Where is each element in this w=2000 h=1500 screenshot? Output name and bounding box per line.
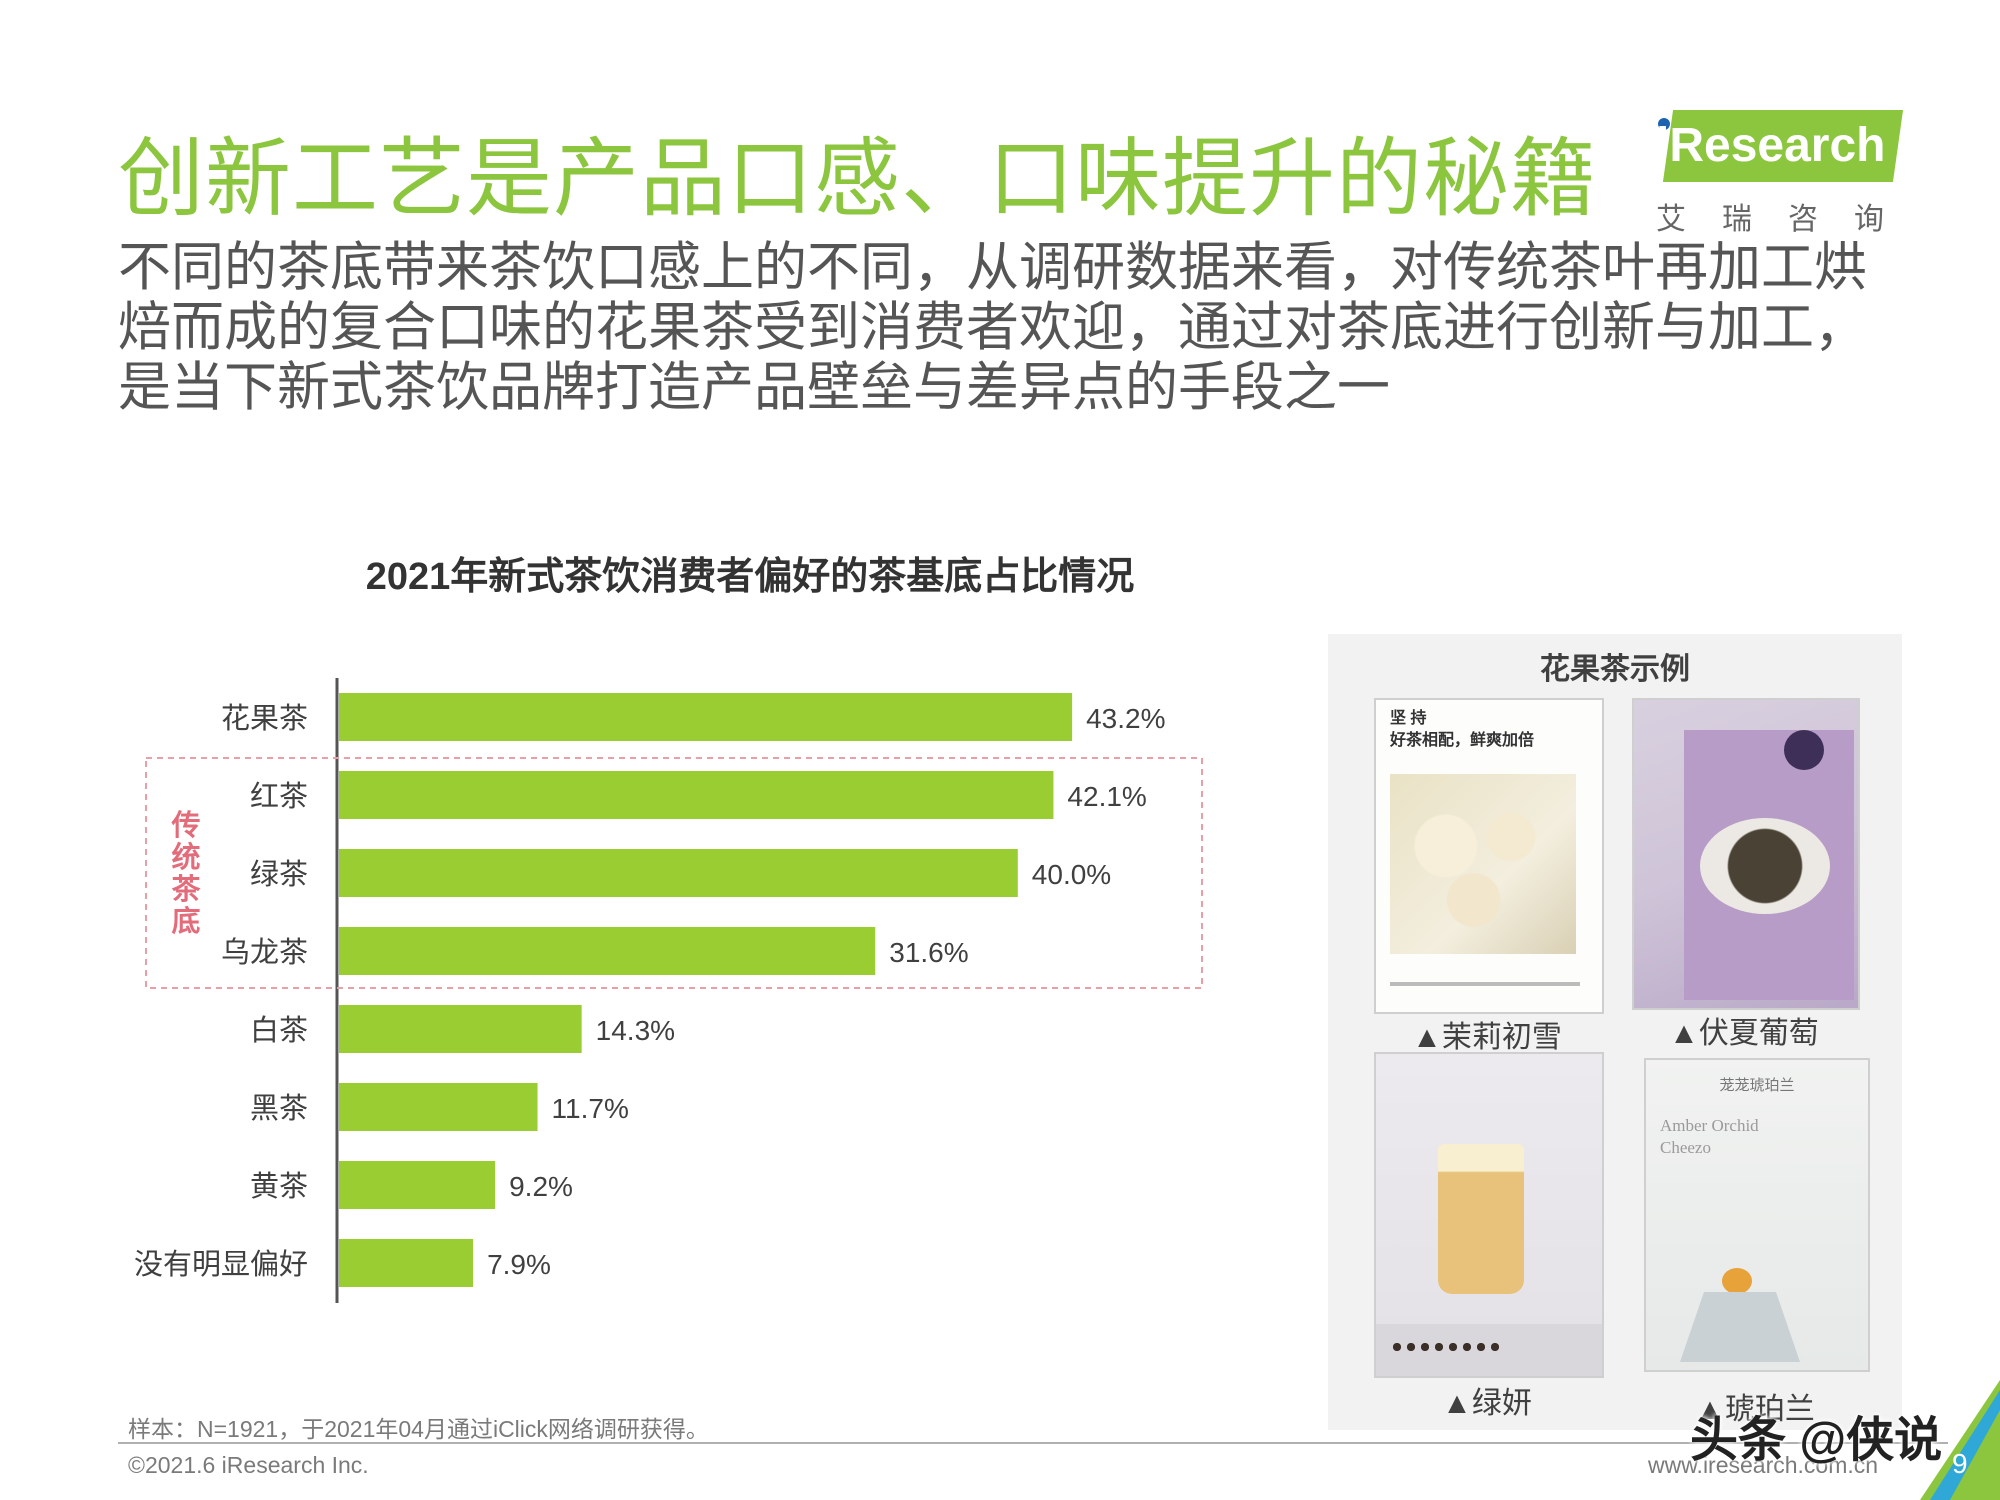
bar-chart: 花果茶 43.2% 红茶 42.1% 绿茶 40.0% 乌龙茶 31.6% 白茶 14.3% 黑茶 1…: [134, 678, 1203, 1303]
category-label: 黄茶: [250, 1170, 308, 1203]
page-number: 9: [1952, 1448, 1968, 1479]
bar-2: [339, 849, 1018, 897]
bars-group: 花果茶 43.2% 红茶 42.1% 绿茶 40.0% 乌龙茶 31.6% 白茶 14.3% 黑茶 1…: [134, 693, 1166, 1287]
product-image-text: Amber Orchid: [1660, 1116, 1759, 1135]
product-image-text: 好茶相配，鲜爽加倍: [1390, 732, 1535, 749]
copyright: ©2021.6 iResearch Inc.: [128, 1452, 369, 1478]
highlight-label-char: 底: [171, 905, 200, 938]
caption-lines: [1390, 982, 1580, 986]
footer-divider: [118, 1442, 1948, 1444]
category-label: 绿茶: [250, 858, 308, 891]
category-label: 花果茶: [221, 702, 308, 735]
caption-lvyan: ▲绿妍: [1442, 1387, 1532, 1420]
product-image-text: 茏茏琥珀兰: [1719, 1077, 1795, 1094]
category-label: 红茶: [250, 780, 308, 813]
bar-7: [339, 1239, 474, 1287]
logo-text: iResearch: [1656, 119, 1886, 172]
panel-title: 花果茶示例: [1540, 653, 1690, 686]
chart-title: 2021年新式茶饮消费者偏好的茶基底占比情况: [365, 556, 1135, 598]
value-label: 14.3%: [596, 1015, 675, 1046]
website-url: www.iresearch.com.cn: [1648, 1452, 1879, 1478]
highlight-box: [145, 757, 1203, 989]
bar-0: [339, 693, 1073, 741]
drink-cup-photo: [1438, 1144, 1524, 1294]
page-subtitle: 不同的茶底带来茶饮口感上的不同，从调研数据来看，对传统茶叶再加工烘焙而成的复合口…: [118, 238, 1867, 417]
page-title: 创新工艺是产品口感、口味提升的秘籍: [118, 131, 1597, 227]
highlight-label-char: 传: [170, 809, 200, 842]
value-label: 31.6%: [889, 937, 968, 968]
category-label: 白茶: [250, 1014, 308, 1047]
caption-amber-orchid: ▲琥珀兰: [1695, 1393, 1815, 1426]
category-label: 没有明显偏好: [134, 1248, 308, 1281]
sample-note: 样本：N=1921，于2021年04月通过iClick网络调研获得。: [128, 1416, 709, 1442]
product-image-text: Cheezo: [1660, 1138, 1711, 1157]
jasmine-drink-photo: [1390, 774, 1576, 954]
amber-drop: [1722, 1268, 1752, 1294]
product-image-jasmine: 坚 持 好茶相配，鲜爽加倍: [1374, 698, 1604, 1014]
bar-4: [339, 1005, 582, 1053]
bar-6: [339, 1161, 496, 1209]
caption-jasmine: ▲茉莉初雪: [1412, 1021, 1562, 1054]
value-label: 9.2%: [509, 1171, 573, 1202]
highlight-label-char: 统: [171, 840, 200, 874]
stone-base: [1680, 1292, 1800, 1362]
highlight-label-char: 茶: [171, 873, 201, 906]
category-label: 乌龙茶: [221, 936, 308, 969]
corner-decoration: [1920, 1380, 2000, 1500]
tea-leaves-bowl: [1700, 818, 1830, 914]
logo-cn-text: 艾瑞咨询: [1656, 203, 1920, 236]
product-image-grape: [1632, 698, 1860, 1010]
tea-leaves: [1390, 1340, 1500, 1354]
product-image-amber-orchid: 茏茏琥珀兰 Amber Orchid Cheezo: [1644, 1058, 1870, 1372]
watermark: 头条 @侠说: [1690, 1414, 1943, 1467]
category-label: 黑茶: [250, 1092, 308, 1125]
logo-dot-icon: [1658, 118, 1670, 130]
value-label: 40.0%: [1032, 859, 1111, 890]
bar-1: [339, 771, 1054, 819]
caption-grape: ▲伏夏葡萄: [1669, 1017, 1819, 1050]
value-label: 42.1%: [1067, 781, 1146, 812]
grape-fruit: [1784, 730, 1824, 770]
highlight-label: 传统茶底: [170, 809, 201, 938]
product-image-lvyan: [1374, 1052, 1604, 1378]
bar-3: [339, 927, 876, 975]
value-label: 7.9%: [487, 1249, 551, 1280]
value-label: 43.2%: [1086, 703, 1165, 734]
bar-5: [339, 1083, 538, 1131]
value-label: 11.7%: [552, 1093, 629, 1124]
product-image-text: 坚 持: [1390, 710, 1427, 727]
